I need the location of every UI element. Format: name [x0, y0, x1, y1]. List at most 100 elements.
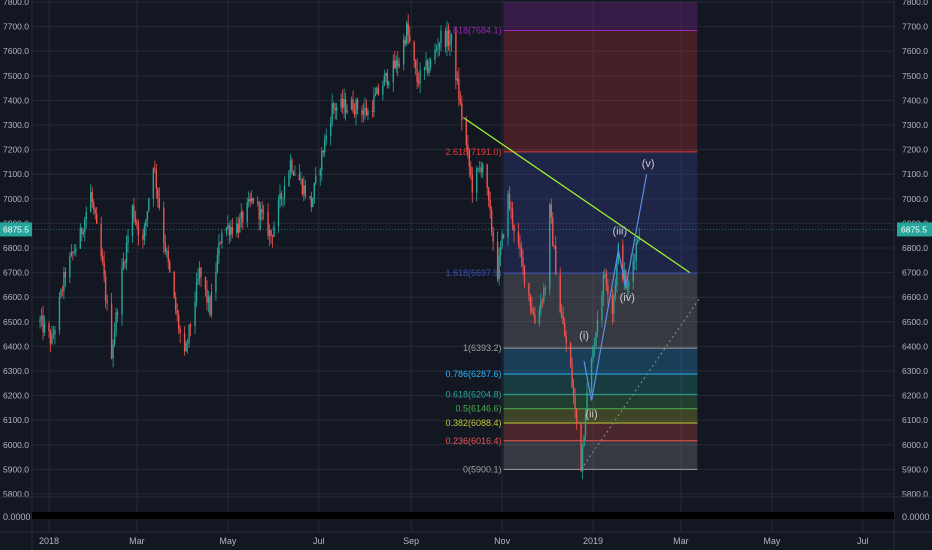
candle-up[interactable] — [256, 196, 259, 207]
candle-down[interactable] — [174, 292, 177, 315]
candle-down[interactable] — [353, 103, 356, 118]
candle-down[interactable] — [572, 379, 575, 404]
candle-up[interactable] — [355, 97, 357, 126]
candle-up[interactable] — [166, 247, 168, 258]
candle-down[interactable] — [104, 270, 107, 309]
candle-up[interactable] — [70, 244, 73, 258]
candle-down[interactable] — [137, 219, 140, 246]
candle-up[interactable] — [540, 293, 542, 317]
candle-down[interactable] — [249, 192, 251, 207]
candle-up[interactable] — [543, 283, 545, 305]
candle-up[interactable] — [239, 213, 241, 233]
candle-up[interactable] — [374, 87, 377, 97]
candle-down[interactable] — [189, 322, 192, 337]
candle-up[interactable] — [367, 108, 369, 121]
candle-up[interactable] — [428, 58, 430, 77]
candle-up[interactable] — [85, 206, 87, 229]
candle-up[interactable] — [498, 247, 500, 286]
candle-down[interactable] — [169, 258, 171, 274]
candle-up[interactable] — [449, 30, 451, 57]
candle-up[interactable] — [315, 166, 317, 186]
candle-up[interactable] — [127, 228, 129, 253]
candle-down[interactable] — [100, 216, 102, 261]
candle-down[interactable] — [106, 294, 108, 311]
candle-down[interactable] — [492, 226, 494, 252]
candle-up[interactable] — [215, 262, 217, 301]
candle-down[interactable] — [49, 329, 52, 353]
candle-up[interactable] — [125, 235, 128, 271]
candle-up[interactable] — [382, 80, 384, 101]
candle-down[interactable] — [177, 310, 180, 334]
candle-down[interactable] — [458, 67, 460, 107]
candle-up[interactable] — [456, 71, 459, 85]
candle-down[interactable] — [520, 241, 523, 268]
candle-down[interactable] — [517, 222, 520, 249]
candle-up[interactable] — [313, 182, 315, 204]
candle-up[interactable] — [395, 55, 397, 74]
candle-down[interactable] — [231, 218, 234, 239]
candle-down[interactable] — [461, 95, 463, 131]
candle-up[interactable] — [507, 190, 509, 246]
candle-down[interactable] — [242, 209, 244, 230]
candle-down[interactable] — [64, 267, 67, 287]
candle-up[interactable] — [335, 103, 338, 120]
candle-up[interactable] — [324, 134, 326, 158]
candle-up[interactable] — [376, 85, 378, 95]
candle-down[interactable] — [487, 186, 490, 208]
candle-down[interactable] — [531, 296, 533, 314]
candle-down[interactable] — [167, 245, 169, 270]
candle-down[interactable] — [544, 285, 547, 296]
fibonacci-extension[interactable]: 4.618(7684.1) 2.618(7191.0) 1.618(6697.9) 1… — [446, 2, 698, 474]
candle-up[interactable] — [227, 215, 229, 230]
candle-up[interactable] — [277, 195, 280, 233]
candle-up[interactable] — [248, 191, 250, 208]
candle-down[interactable] — [110, 292, 113, 360]
candle-up[interactable] — [143, 222, 146, 245]
candle-up[interactable] — [373, 86, 375, 118]
candle-up[interactable] — [425, 52, 427, 71]
candle-up[interactable] — [79, 223, 81, 250]
candle-up[interactable] — [628, 279, 630, 295]
candle-down[interactable] — [468, 148, 470, 178]
candle-down[interactable] — [134, 210, 137, 226]
candle-up[interactable] — [146, 210, 149, 227]
candle-down[interactable] — [334, 102, 336, 120]
candle-up[interactable] — [246, 197, 248, 228]
candle-down[interactable] — [569, 341, 572, 368]
candle-down[interactable] — [404, 36, 406, 48]
candle-up[interactable] — [186, 338, 189, 354]
candle-down[interactable] — [81, 226, 83, 242]
candle-down[interactable] — [267, 203, 269, 240]
candle-down[interactable] — [157, 187, 159, 208]
candle-down[interactable] — [116, 308, 119, 323]
candle-down[interactable] — [508, 186, 511, 212]
candle-down[interactable] — [341, 89, 344, 114]
candle-up[interactable] — [52, 326, 55, 340]
candle-up[interactable] — [501, 230, 503, 250]
candle-down[interactable] — [528, 282, 530, 302]
candle-down[interactable] — [552, 211, 554, 247]
candle-up[interactable] — [279, 184, 281, 209]
candle-down[interactable] — [94, 207, 96, 220]
candle-up[interactable] — [283, 176, 286, 206]
candle-down[interactable] — [155, 163, 158, 199]
candle-up[interactable] — [403, 34, 405, 71]
candle-up[interactable] — [325, 128, 327, 146]
candle-up[interactable] — [303, 176, 305, 202]
candle-down[interactable] — [310, 191, 313, 212]
candle-up[interactable] — [419, 62, 421, 94]
candle-up[interactable] — [632, 252, 634, 290]
candle-up[interactable] — [230, 219, 232, 242]
candle-up[interactable] — [268, 224, 271, 246]
candle-down[interactable] — [204, 276, 207, 297]
candle-down[interactable] — [361, 105, 363, 123]
candle-down[interactable] — [561, 303, 563, 319]
candle-down[interactable] — [489, 191, 491, 219]
candle-up[interactable] — [346, 104, 348, 115]
candle-up[interactable] — [476, 165, 478, 202]
candle-down[interactable] — [154, 160, 156, 174]
candle-up[interactable] — [343, 88, 345, 119]
candle-up[interactable] — [398, 57, 400, 69]
candle-up[interactable] — [75, 244, 77, 257]
candle-down[interactable] — [519, 234, 521, 258]
